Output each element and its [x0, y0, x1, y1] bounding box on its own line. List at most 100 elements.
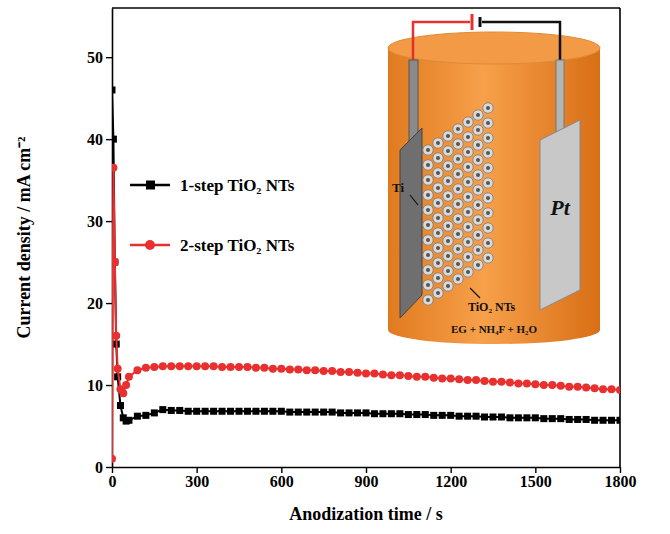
nanotube — [433, 138, 443, 148]
tick: 1500 — [520, 467, 552, 490]
nanotube-core — [426, 163, 430, 167]
y-axis-title: Current density / mA cm⁻² — [14, 136, 34, 338]
nanotube — [483, 253, 493, 263]
nanotube — [473, 140, 483, 150]
marker — [235, 363, 243, 371]
nanotube — [423, 220, 433, 230]
marker — [176, 407, 183, 414]
marker — [557, 382, 565, 390]
marker — [168, 407, 175, 414]
nanotube-core — [446, 239, 450, 243]
marker — [114, 365, 122, 373]
marker — [185, 408, 192, 415]
nanotube — [473, 230, 483, 240]
marker — [490, 414, 497, 421]
marker — [354, 369, 362, 377]
nanotube — [423, 235, 433, 245]
nanotube — [473, 260, 483, 270]
nanotube — [453, 244, 463, 254]
nanotube — [443, 266, 453, 276]
marker — [286, 409, 293, 416]
marker — [506, 379, 514, 387]
x-axis: 0300600900120015001800 — [109, 467, 637, 490]
nanotube — [443, 191, 453, 201]
nanotube-core — [456, 127, 460, 131]
nanotube — [463, 267, 473, 277]
marker — [506, 414, 513, 421]
nanotube-core — [446, 269, 450, 273]
marker — [557, 415, 564, 422]
marker — [112, 136, 117, 143]
tick-label: 40 — [87, 131, 103, 148]
marker — [379, 370, 387, 378]
nanotube — [423, 265, 433, 275]
marker — [329, 409, 336, 416]
nanotube — [433, 198, 443, 208]
nanotube-core — [436, 291, 440, 295]
marker — [481, 377, 489, 385]
nanotube — [483, 208, 493, 218]
legend-marker — [145, 240, 155, 250]
marker — [489, 378, 497, 386]
marker — [455, 375, 463, 383]
marker — [599, 385, 607, 393]
marker — [422, 411, 429, 418]
legend-label: 1-step TiO₂ NTs — [180, 176, 295, 195]
tick-label: 1200 — [435, 473, 467, 490]
marker — [540, 415, 547, 422]
nanotube — [473, 215, 483, 225]
tick: 0 — [95, 459, 112, 476]
marker — [498, 414, 505, 421]
nanotube-core — [426, 178, 430, 182]
marker — [252, 364, 260, 372]
nanotube — [473, 245, 483, 255]
tick: 30 — [87, 213, 112, 230]
marker — [405, 411, 412, 418]
tick-label: 1500 — [520, 473, 552, 490]
marker — [112, 86, 116, 93]
x-axis-title: Anodization time / s — [289, 504, 443, 524]
marker — [260, 364, 268, 372]
nanotube-core — [426, 193, 430, 197]
nanotube — [473, 125, 483, 135]
marker — [295, 409, 302, 416]
marker — [210, 362, 218, 370]
marker — [244, 408, 251, 415]
annotation: Ti — [392, 180, 404, 195]
marker — [133, 366, 141, 374]
nanotube-core — [426, 208, 430, 212]
marker — [515, 414, 522, 421]
marker — [320, 367, 328, 375]
marker — [112, 332, 120, 340]
marker — [112, 258, 119, 266]
marker — [616, 386, 620, 394]
nanotube-core — [476, 203, 480, 207]
nanotube-core — [426, 298, 430, 302]
marker — [277, 365, 285, 373]
marker — [202, 408, 209, 415]
marker — [269, 408, 276, 415]
marker — [159, 406, 166, 413]
nanotube — [423, 145, 433, 155]
nanotube — [443, 236, 453, 246]
nanotube — [453, 259, 463, 269]
nanotube — [423, 190, 433, 200]
marker — [112, 164, 117, 172]
tick-label: 0 — [109, 473, 117, 490]
nanotube-core — [486, 241, 490, 245]
tick-mark — [366, 467, 367, 473]
nanotube-core — [426, 223, 430, 227]
nanotube-core — [466, 120, 470, 124]
nanotube-core — [476, 158, 480, 162]
nanotube-core — [456, 157, 460, 161]
nanotube-core — [426, 238, 430, 242]
nanotube-core — [436, 276, 440, 280]
marker — [303, 409, 310, 416]
nanotube-core — [466, 255, 470, 259]
marker — [430, 374, 438, 382]
nanotube-core — [466, 165, 470, 169]
marker — [574, 416, 581, 423]
legend: 1-step TiO₂ NTs2-step TiO₂ NTs — [130, 176, 295, 255]
marker — [396, 410, 403, 417]
nanotube — [473, 200, 483, 210]
